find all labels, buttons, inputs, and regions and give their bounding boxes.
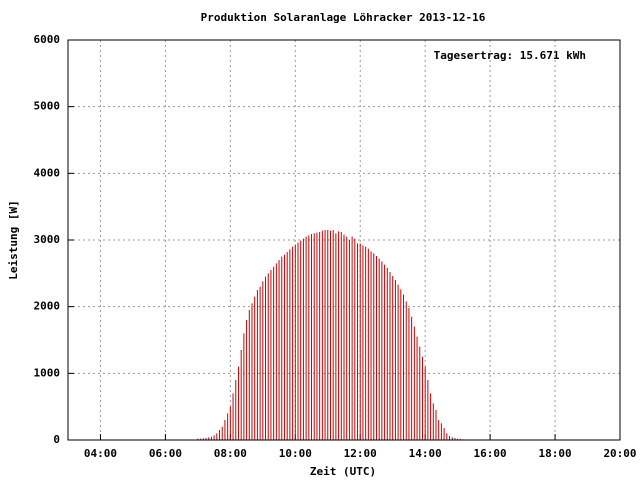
x-tick-label: 08:00 — [214, 447, 247, 460]
x-axis-label: Zeit (UTC) — [310, 465, 376, 478]
y-axis-label: Leistung [W] — [7, 200, 20, 279]
y-tick-label: 0 — [53, 433, 60, 446]
plot-frame — [67, 39, 621, 441]
annotation: Tagesertrag: 15.671 kWh — [434, 49, 586, 62]
y-tick-label: 3000 — [34, 233, 61, 246]
y-tick-label: 1000 — [34, 366, 61, 379]
y-tick-label: 5000 — [34, 100, 61, 113]
x-tick-label: 04:00 — [84, 447, 117, 460]
chart-title: Produktion Solaranlage Löhracker 2013-12… — [201, 11, 486, 24]
x-tick-label: 18:00 — [538, 447, 571, 460]
x-tick-label: 16:00 — [474, 447, 507, 460]
x-tick-label: 20:00 — [603, 447, 636, 460]
x-tick-label: 14:00 — [409, 447, 442, 460]
x-tick-label: 12:00 — [344, 447, 377, 460]
x-tick-label: 06:00 — [149, 447, 182, 460]
y-tick-label: 6000 — [34, 33, 61, 46]
x-tick-label: 10:00 — [279, 447, 312, 460]
y-tick-label: 2000 — [34, 300, 61, 313]
y-tick-label: 4000 — [34, 166, 61, 179]
